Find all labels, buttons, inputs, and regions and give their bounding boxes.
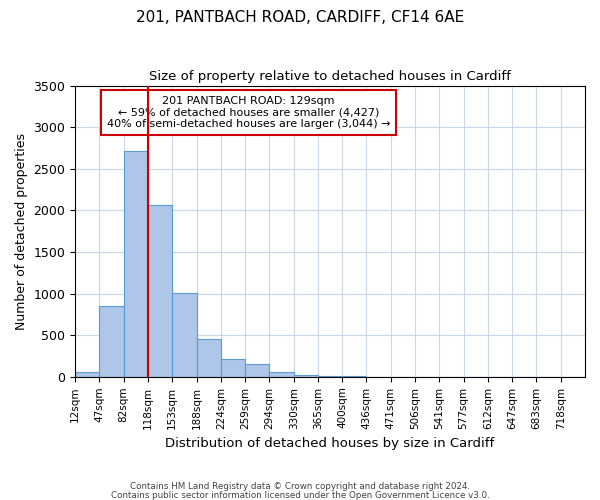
Bar (197, 338, 221, 377)
Bar (245, 364, 269, 377)
Bar (221, 359, 245, 377)
Text: 201, PANTBACH ROAD, CARDIFF, CF14 6AE: 201, PANTBACH ROAD, CARDIFF, CF14 6AE (136, 10, 464, 25)
Title: Size of property relative to detached houses in Cardiff: Size of property relative to detached ho… (149, 70, 511, 83)
X-axis label: Distribution of detached houses by size in Cardiff: Distribution of detached houses by size … (166, 437, 495, 450)
Bar (172, 293, 197, 377)
Bar (293, 375, 318, 377)
Bar (318, 376, 342, 377)
Text: Contains public sector information licensed under the Open Government Licence v3: Contains public sector information licen… (110, 490, 490, 500)
Bar (269, 372, 293, 377)
Text: Contains HM Land Registry data © Crown copyright and database right 2024.: Contains HM Land Registry data © Crown c… (130, 482, 470, 491)
Text: 201 PANTBACH ROAD: 129sqm
← 59% of detached houses are smaller (4,427)
40% of se: 201 PANTBACH ROAD: 129sqm ← 59% of detac… (107, 96, 390, 129)
Y-axis label: Number of detached properties: Number of detached properties (15, 132, 28, 330)
Bar (75, 372, 100, 377)
Bar (148, 206, 172, 377)
Bar (124, 152, 148, 377)
Bar (100, 306, 124, 377)
